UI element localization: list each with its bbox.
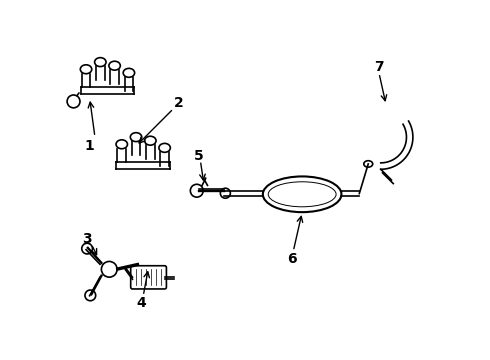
Text: 4: 4 xyxy=(137,296,147,310)
Text: 5: 5 xyxy=(194,149,203,163)
Text: 6: 6 xyxy=(287,252,296,266)
Text: 2: 2 xyxy=(174,96,184,110)
Text: 3: 3 xyxy=(82,232,92,246)
Text: 7: 7 xyxy=(374,60,383,75)
Text: 1: 1 xyxy=(85,139,95,153)
